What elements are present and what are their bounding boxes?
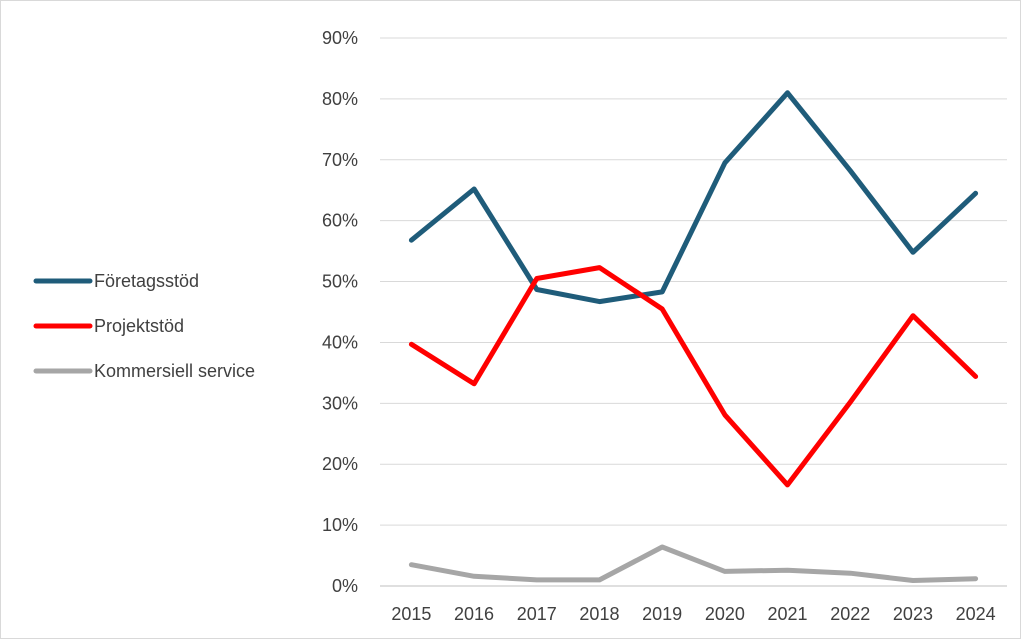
x-tick-label: 2016 xyxy=(454,604,494,624)
x-tick-label: 2017 xyxy=(517,604,557,624)
legend-label: Projektstöd xyxy=(94,316,184,336)
y-tick-label: 30% xyxy=(322,393,358,413)
series-line-projektst-d xyxy=(408,265,979,488)
legend: Företagsstöd Projektstöd Kommersiell servi… xyxy=(33,271,255,381)
y-tick-label: 80% xyxy=(322,89,358,109)
y-tick-label: 60% xyxy=(322,211,358,231)
y-tick-label: 10% xyxy=(322,515,358,535)
x-tick-label: 2024 xyxy=(956,604,996,624)
x-axis-tick-labels: 2015 2016 2017 2018 2019 2020 2021 2022 2023 2024 xyxy=(391,604,995,624)
x-tick-label: 2023 xyxy=(893,604,933,624)
y-tick-label: 90% xyxy=(322,28,358,48)
series-line-kommersiell-service xyxy=(408,544,979,583)
x-tick-label: 2015 xyxy=(391,604,431,624)
y-tick-label: 70% xyxy=(322,150,358,170)
x-tick-label: 2022 xyxy=(830,604,870,624)
series-lines xyxy=(408,90,979,583)
y-tick-label: 40% xyxy=(322,332,358,352)
x-tick-label: 2021 xyxy=(768,604,808,624)
legend-label: Kommersiell service xyxy=(94,361,255,381)
legend-label: Företagsstöd xyxy=(94,271,199,291)
series-line-f-retagsst-d xyxy=(408,90,979,305)
y-tick-label: 0% xyxy=(332,576,358,596)
x-tick-label: 2020 xyxy=(705,604,745,624)
y-tick-label: 20% xyxy=(322,454,358,474)
y-axis-tick-labels: 0% 10% 20% 30% 40% 50% 60% 70% 80% 90% xyxy=(322,28,358,596)
y-tick-label: 50% xyxy=(322,272,358,292)
x-tick-label: 2018 xyxy=(579,604,619,624)
grid-lines xyxy=(380,37,1007,587)
x-tick-label: 2019 xyxy=(642,604,682,624)
